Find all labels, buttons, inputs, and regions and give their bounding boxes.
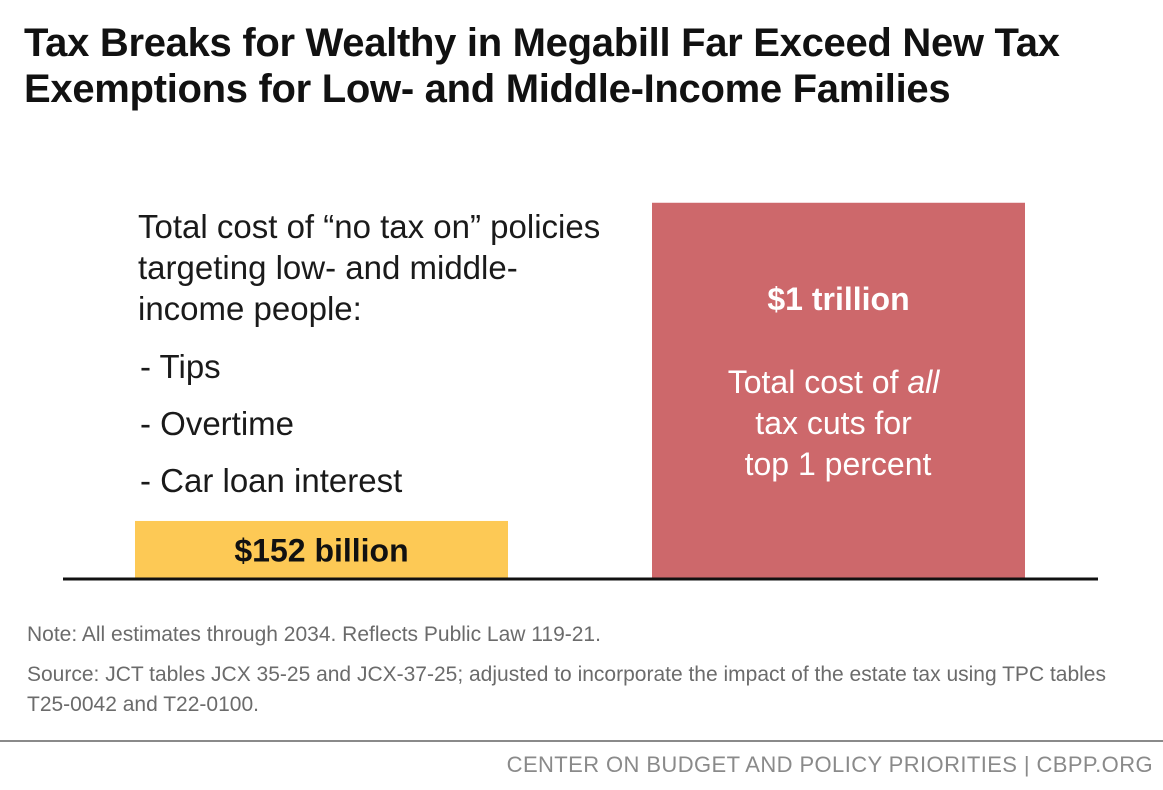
top1-desc-line2: tax cuts for [755, 405, 912, 441]
top1-description: Total cost of all tax cuts for top 1 per… [728, 364, 949, 482]
policy-item-overtime: - Overtime [140, 405, 295, 442]
note: Note: All estimates through 2034. Reflec… [27, 623, 601, 646]
footer-divider [0, 740, 1163, 742]
bar-chart: $152 billion $1 trillion Total cost of a… [63, 202, 1098, 581]
bar-low-middle [135, 520, 508, 578]
bar-top1 [652, 202, 1025, 578]
policy-item-tips: - Tips [140, 348, 221, 385]
data-label-top1: $1 trillion [767, 281, 909, 317]
data-label-low-middle: $152 billion [234, 532, 408, 568]
policy-item-car-loan: - Car loan interest [140, 462, 403, 499]
chart-title: Tax Breaks for Wealthy in Megabill Far E… [24, 21, 1060, 111]
top1-desc-emphasis: all [907, 364, 940, 400]
top1-desc-line3: top 1 percent [745, 446, 932, 482]
policy-list: - Tips - Overtime - Car loan interest [140, 345, 540, 516]
bars-group [135, 202, 1025, 578]
footer-credit: CENTER ON BUDGET AND POLICY PRIORITIES |… [506, 752, 1153, 777]
top1-desc-line1: Total cost of [728, 364, 899, 400]
low-middle-description: Total cost of “no tax on” policies targe… [138, 208, 601, 327]
source: Source: JCT tables JCX 35-25 and JCX-37-… [27, 663, 1106, 716]
